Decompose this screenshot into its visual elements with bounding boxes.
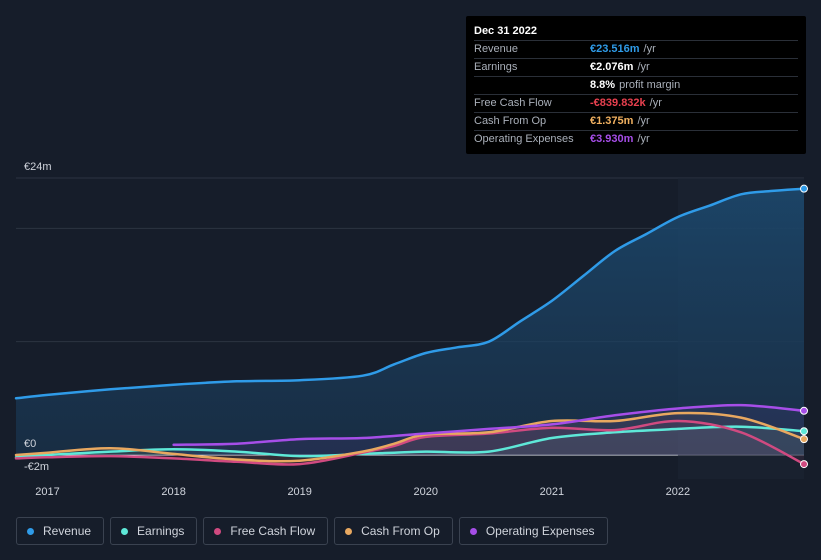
revenue-endpoint [800,184,808,193]
free-cash-flow-line [14,419,806,466]
x-tick-label: 2018 [161,486,185,498]
chart-legend: Revenue Earnings Free Cash Flow Cash From O… [16,517,608,545]
tooltip-row-unit: /yr [637,133,650,145]
tooltip-row: Earnings €2.076m/yr [474,58,798,76]
legend-item-cash-from-op[interactable]: Cash From Op [334,517,453,545]
tooltip-row-unit: /yr [637,61,650,73]
tooltip-row-value: €1.375m [590,115,634,127]
series-lines [14,187,806,466]
earnings-endpoint [800,427,808,436]
legend-item-revenue[interactable]: Revenue [16,517,105,545]
tooltip-row-label: Earnings [474,61,518,73]
legend-dot-icon [469,527,477,535]
cash-from-op-line [14,411,806,463]
legend-label: Revenue [43,524,92,538]
legend-item-free-cash-flow[interactable]: Free Cash Flow [203,517,329,545]
x-tick-label: 2022 [666,486,690,498]
tooltip-row-unit: /yr [643,43,656,55]
legend-item-earnings[interactable]: Earnings [110,517,198,545]
tooltip-row-unit: /yr [637,115,650,127]
earnings-line [14,425,806,459]
legend-label: Cash From Op [361,524,440,538]
legend-dot-icon [27,527,34,535]
tooltip-date: Dec 31 2022 [474,25,537,37]
series-endpoints [800,184,808,469]
x-tick-label: 2019 [287,486,311,498]
tooltip-row-value: €3.930m [590,133,634,145]
legend-dot-icon [121,527,129,535]
legend-label: Earnings [137,524,185,538]
tooltip-row-unit: /yr [649,97,662,109]
tooltip-row-unit: profit margin [619,79,681,91]
tooltip-row: Revenue €23.516m/yr [474,40,798,58]
tooltip-row: Cash From Op €1.375m/yr [474,112,798,130]
y-axis-labels: €24m €0 -€2m [24,161,52,473]
x-tick-label: 2020 [414,486,438,498]
tooltip-row-value: €2.076m [590,61,634,73]
x-tick-label: 2021 [540,486,564,498]
free-cash-flow-endpoint [800,460,808,469]
tooltip-row-value: 8.8% [590,79,616,91]
tooltip-row-value: €23.516m [590,43,640,55]
legend-label: Free Cash Flow [230,524,316,538]
y-tick-label: €24m [24,161,52,173]
y-tick-label: €0 [24,438,36,450]
operating-expenses-line [172,403,806,447]
cash-from-op-endpoint [800,435,808,444]
operating-expenses-endpoint [800,406,808,415]
legend-dot-icon [214,527,222,535]
series-areas [16,188,805,465]
x-tick-label: 2017 [35,486,59,498]
legend-dot-icon [345,527,353,535]
tooltip-row-label: Cash From Op [474,115,547,127]
earnings-area [16,426,804,458]
tooltip-row-label: Free Cash Flow [474,97,552,109]
revenue-area [16,188,804,455]
tooltip-row: Operating Expenses €3.930m/yr [474,130,798,148]
tooltip-rows: Revenue €23.516m/yr Earnings €2.076m/yr 8.8%… [474,40,798,148]
tooltip-row-label [474,77,590,94]
data-tooltip: Dec 31 2022 Revenue €23.516m/yr Earnings €2… [466,16,806,154]
legend-item-operating-expenses[interactable]: Operating Expenses [458,517,608,545]
tooltip-row-label: Revenue [474,43,519,55]
tooltip-row: Free Cash Flow -€839.832k/yr [474,94,798,112]
tooltip-row-value: -€839.832k [590,97,646,109]
tooltip-row-label: Operating Expenses [474,133,574,145]
y-tick-label: -€2m [24,461,49,473]
x-axis-labels: 2017 2018 2019 2020 2021 2022 [35,486,690,498]
tooltip-row: 8.8% profit margin [474,76,798,94]
cash-from-op-area [16,412,804,462]
legend-label: Operating Expenses [485,524,595,538]
revenue-line [14,187,806,400]
